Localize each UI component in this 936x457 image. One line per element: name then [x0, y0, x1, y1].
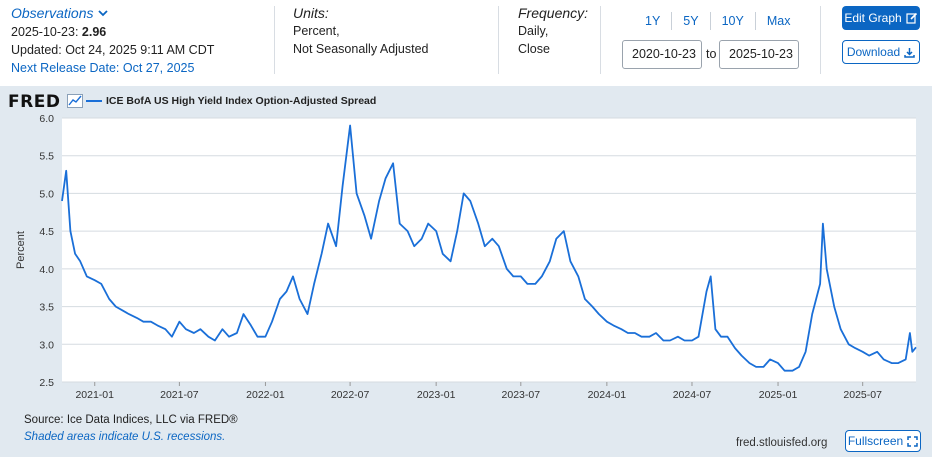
y-tick-label: 3.0 [39, 339, 54, 351]
units-label: Units: [293, 5, 329, 21]
units-line-1: Percent, [293, 24, 340, 38]
fred-logo: FRED [8, 92, 83, 112]
x-tick-label: 2024-07 [673, 389, 712, 401]
observation-value: 2.96 [81, 25, 107, 39]
legend-series-label: ICE BofA US High Yield Index Option-Adju… [106, 95, 377, 107]
x-tick-label: 2025-07 [843, 389, 882, 401]
edit-icon [906, 12, 917, 24]
updated-text: Updated: Oct 24, 2025 9:11 AM CDT [11, 43, 215, 57]
plot-area [62, 118, 916, 382]
y-tick-label: 5.0 [39, 188, 54, 200]
y-tick-label: 2.5 [39, 377, 54, 389]
y-tick-label: 4.5 [39, 226, 54, 238]
observations-dropdown[interactable]: Observations [11, 4, 109, 22]
observations-block: Observations 2025-10-23: 2.96 Updated: O… [11, 4, 214, 77]
x-tick-label: 2022-01 [246, 389, 285, 401]
chart-legend: ICE BofA US High Yield Index Option-Adju… [86, 95, 376, 107]
units-block: Units: Percent, Not Seasonally Adjusted [293, 4, 429, 58]
download-label: Download [846, 45, 901, 59]
fullscreen-label: Fullscreen [847, 434, 904, 448]
series-header: Observations 2025-10-23: 2.96 Updated: O… [0, 0, 936, 84]
x-tick-label: 2021-07 [160, 389, 199, 401]
frequency-block: Frequency: Daily, Close [518, 4, 588, 58]
y-tick-label: 6.0 [39, 113, 54, 125]
frequency-line-1: Daily, [518, 24, 549, 38]
to-label: to [706, 47, 717, 61]
source-text: Source: Ice Data Indices, LLC via FRED® [24, 414, 238, 426]
fred-logo-text: FRED [8, 92, 61, 112]
divider [820, 6, 821, 74]
y-tick-label: 3.5 [39, 302, 54, 314]
line-chart: 2.5 3.0 3.5 4.0 4.5 5.0 5.5 6.0 2021-01 2021-07 20… [15, 113, 917, 401]
y-axis-label: Percent [15, 231, 27, 269]
fullscreen-icon [907, 435, 918, 447]
edit-graph-label: Edit Graph [844, 11, 902, 25]
divider [274, 6, 275, 74]
x-tick-label: 2023-07 [502, 389, 541, 401]
observation-date: 2025-10-23: [11, 25, 79, 39]
x-tick-label: 2023-01 [417, 389, 456, 401]
end-date-input[interactable]: 2025-10-23 [719, 40, 799, 69]
range-5y-button[interactable]: 5Y [672, 12, 711, 30]
fullscreen-button[interactable]: Fullscreen [845, 430, 921, 452]
fred-chart-icon [66, 94, 83, 108]
y-tick-label: 4.0 [39, 264, 54, 276]
legend-swatch [86, 100, 102, 102]
x-tick-label: 2021-01 [75, 389, 114, 401]
next-release-link[interactable]: Next Release Date: Oct 27, 2025 [11, 61, 195, 75]
divider [498, 6, 499, 74]
range-1y-button[interactable]: 1Y [634, 12, 673, 30]
chevron-down-icon [98, 10, 109, 17]
y-tick-label: 5.5 [39, 151, 54, 163]
frequency-label: Frequency: [518, 5, 589, 21]
range-buttons: 1Y 5Y 10Y Max [634, 12, 801, 30]
edit-graph-button[interactable]: Edit Graph [842, 6, 920, 30]
divider [600, 6, 601, 74]
x-tick-label: 2022-07 [331, 389, 370, 401]
units-line-2: Not Seasonally Adjusted [293, 42, 429, 56]
fred-url[interactable]: fred.stlouisfed.org [736, 437, 828, 449]
observations-label: Observations [11, 5, 94, 21]
download-icon [904, 47, 915, 58]
download-button[interactable]: Download [842, 40, 920, 64]
x-tick-label: 2024-01 [588, 389, 627, 401]
range-max-button[interactable]: Max [766, 14, 791, 28]
x-tick-label: 2025-01 [759, 389, 798, 401]
recession-note: Shaded areas indicate U.S. recessions. [24, 431, 226, 443]
series-line [61, 124, 917, 372]
range-10y-button[interactable]: 10Y [711, 12, 756, 30]
frequency-line-2: Close [518, 42, 550, 56]
start-date-input[interactable]: 2020-10-23 [622, 40, 702, 69]
